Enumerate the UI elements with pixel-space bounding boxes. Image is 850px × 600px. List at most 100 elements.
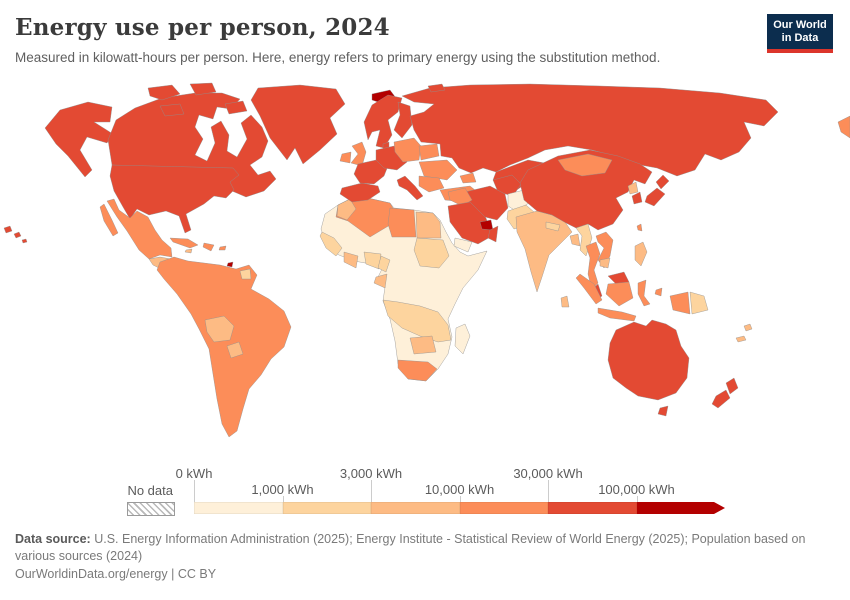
owid-logo-line2: in Data bbox=[781, 32, 819, 44]
country-china[interactable] bbox=[519, 149, 653, 231]
country-zimbabwe-botswana[interactable] bbox=[409, 335, 437, 355]
country-ireland[interactable] bbox=[339, 151, 352, 164]
legend-bin-3[interactable] bbox=[459, 502, 548, 514]
footer-license-text: CC BY bbox=[177, 567, 217, 581]
country-sri-lanka[interactable] bbox=[560, 295, 570, 308]
country-belarus[interactable] bbox=[418, 143, 440, 161]
country-south-korea[interactable] bbox=[631, 191, 643, 205]
country-greenland[interactable] bbox=[250, 84, 346, 165]
country-borneo-id[interactable] bbox=[605, 281, 634, 307]
country-finland[interactable] bbox=[393, 101, 413, 139]
country-morocco[interactable] bbox=[336, 198, 357, 221]
country-svalbard[interactable] bbox=[427, 83, 446, 93]
country-gabon[interactable] bbox=[373, 273, 388, 289]
footer-license: OurWorldinData.org/energy | CC BY bbox=[15, 567, 216, 581]
country-hispaniola[interactable] bbox=[202, 242, 215, 252]
footer-sources: Data source: U.S. Energy Information Adm… bbox=[15, 531, 829, 565]
map-legend: No data 0 kWh 1,000 kWh 3,000 kWh 10,000 kW… bbox=[0, 462, 850, 520]
legend-bin-5[interactable] bbox=[637, 502, 726, 514]
country-alaska[interactable] bbox=[44, 101, 114, 178]
country-south-america[interactable] bbox=[156, 256, 292, 438]
country-madagascar[interactable] bbox=[454, 323, 471, 355]
country-south-africa[interactable] bbox=[397, 359, 438, 382]
country-sulawesi[interactable] bbox=[637, 279, 651, 307]
country-uae-qatar[interactable] bbox=[479, 219, 494, 231]
country-egypt[interactable] bbox=[415, 211, 442, 239]
country-north-korea[interactable] bbox=[627, 181, 639, 195]
country-italy[interactable] bbox=[396, 175, 424, 201]
country-jamaica[interactable] bbox=[184, 248, 193, 254]
country-pacific-islands[interactable] bbox=[735, 323, 753, 343]
country-yemen[interactable] bbox=[453, 237, 473, 253]
legend-tick-2 bbox=[371, 480, 372, 502]
country-norway-sweden[interactable] bbox=[363, 94, 403, 149]
legend-tick-4 bbox=[548, 480, 549, 502]
country-bangladesh[interactable] bbox=[569, 233, 581, 247]
country-australia[interactable] bbox=[607, 319, 690, 401]
country-uk[interactable] bbox=[350, 141, 367, 167]
country-ukraine[interactable] bbox=[418, 159, 458, 181]
country-cuba[interactable] bbox=[169, 237, 199, 249]
country-hawaii[interactable] bbox=[3, 225, 28, 244]
legend-tick-label-4: 30,000 kWh bbox=[513, 466, 583, 481]
owid-logo[interactable]: Our World in Data bbox=[767, 14, 833, 53]
legend-bin-1[interactable] bbox=[282, 502, 371, 514]
country-saudi-arabia[interactable] bbox=[447, 201, 493, 245]
country-mexico[interactable] bbox=[99, 198, 173, 260]
country-taiwan[interactable] bbox=[636, 223, 643, 232]
country-oman[interactable] bbox=[487, 225, 499, 243]
country-caucasus[interactable] bbox=[459, 172, 477, 184]
country-arctic-islands[interactable] bbox=[147, 82, 248, 117]
country-guyana[interactable] bbox=[239, 268, 252, 280]
country-puerto-rico[interactable] bbox=[218, 245, 227, 251]
country-laos-vietnam[interactable] bbox=[595, 231, 614, 269]
legend-bin-4[interactable] bbox=[548, 502, 637, 514]
country-usa[interactable] bbox=[109, 164, 240, 234]
country-moluccas[interactable] bbox=[654, 287, 663, 297]
country-paraguay[interactable] bbox=[226, 341, 244, 359]
legend-tick-1 bbox=[282, 496, 284, 502]
legend-tick-5 bbox=[636, 496, 638, 502]
owid-logo-line1: Our World bbox=[773, 19, 827, 31]
country-bolivia[interactable] bbox=[204, 315, 235, 343]
country-thailand[interactable] bbox=[585, 241, 601, 291]
legend-bin-2[interactable] bbox=[371, 502, 460, 514]
footer-divider: | bbox=[171, 567, 175, 581]
no-data-swatch[interactable] bbox=[127, 502, 175, 516]
country-trinidad[interactable] bbox=[226, 261, 234, 268]
chart-subtitle: Measured in kilowatt-hours per person. H… bbox=[15, 50, 661, 65]
country-east-africa[interactable] bbox=[382, 299, 452, 343]
world-map bbox=[0, 80, 850, 465]
country-nigeria[interactable] bbox=[363, 251, 382, 270]
legend-tick-3 bbox=[459, 496, 461, 502]
country-japan[interactable] bbox=[644, 174, 670, 207]
country-sumatra[interactable] bbox=[575, 273, 603, 305]
country-senegal-guinea[interactable] bbox=[319, 231, 343, 257]
country-nepal[interactable] bbox=[545, 221, 561, 232]
country-java[interactable] bbox=[597, 307, 637, 322]
no-data-label: No data bbox=[127, 483, 173, 498]
country-india[interactable] bbox=[515, 210, 573, 293]
legend-tick-label-1: 1,000 kWh bbox=[251, 482, 314, 497]
country-ivory-ghana[interactable] bbox=[343, 251, 359, 269]
country-libya[interactable] bbox=[387, 207, 417, 238]
chart-title: Energy use per person, 2024 bbox=[15, 14, 390, 41]
footer-url-link[interactable]: OurWorldinData.org/energy bbox=[15, 567, 168, 581]
country-png[interactable] bbox=[689, 291, 709, 315]
country-balkans[interactable] bbox=[418, 175, 445, 193]
footer-source-label: Data source: bbox=[15, 532, 91, 546]
country-chukotka[interactable] bbox=[837, 115, 850, 139]
country-poland-baltics[interactable] bbox=[393, 137, 422, 163]
legend-tick-label-5: 100,000 kWh bbox=[598, 482, 675, 497]
country-new-guinea-west[interactable] bbox=[669, 291, 691, 315]
country-sudan[interactable] bbox=[413, 237, 450, 269]
country-cambodia[interactable] bbox=[599, 257, 611, 269]
legend-tick-0 bbox=[194, 480, 195, 502]
country-mongolia[interactable] bbox=[557, 153, 613, 177]
country-cameroon[interactable] bbox=[377, 255, 391, 273]
legend-bin-0[interactable] bbox=[194, 502, 283, 514]
country-new-zealand[interactable] bbox=[711, 377, 739, 409]
country-philippines[interactable] bbox=[634, 241, 648, 267]
country-iberia[interactable] bbox=[339, 182, 381, 203]
country-tasmania[interactable] bbox=[657, 405, 669, 417]
